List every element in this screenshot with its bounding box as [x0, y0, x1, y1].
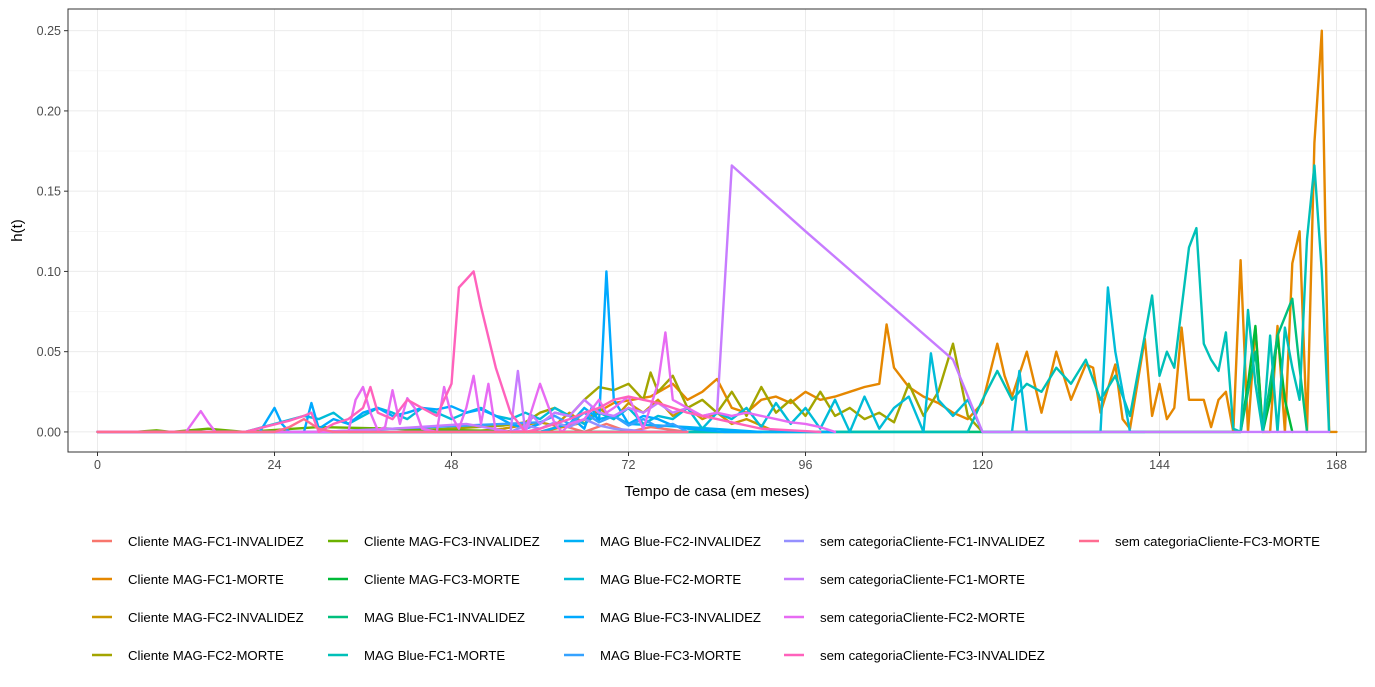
legend-label: Cliente MAG-FC1-INVALIDEZ — [128, 534, 304, 549]
y-axis: 0.00 0.05 0.10 0.15 0.20 0.25 — [37, 24, 68, 439]
series-line-14 — [96, 164, 1331, 434]
legend-label: MAG Blue-FC1-MORTE — [364, 648, 505, 663]
y-tick-label: 0.10 — [37, 265, 61, 279]
grid — [68, 9, 1366, 452]
legend-label: Cliente MAG-FC3-MORTE — [364, 572, 520, 587]
y-tick-label: 0.25 — [37, 24, 61, 38]
legend-label: sem categoriaCliente-FC1-MORTE — [820, 572, 1025, 587]
y-tick-label: 0.05 — [37, 345, 61, 359]
panel-border — [67, 8, 1367, 453]
legend-label: MAG Blue-FC1-INVALIDEZ — [364, 610, 525, 625]
series-line-16 — [96, 270, 822, 434]
y-tick-label: 0.20 — [37, 104, 61, 118]
legend-label: MAG Blue-FC2-INVALIDEZ — [600, 534, 761, 549]
legend-label: MAG Blue-FC3-MORTE — [600, 648, 741, 663]
legend-label: sem categoriaCliente-FC1-INVALIDEZ — [820, 534, 1045, 549]
series-line-17 — [96, 417, 689, 434]
x-tick-label: 48 — [445, 458, 459, 472]
legend-label: MAG Blue-FC3-INVALIDEZ — [600, 610, 761, 625]
x-tick-label: 120 — [972, 458, 993, 472]
x-tick-label: 144 — [1149, 458, 1170, 472]
x-tick-label: 72 — [622, 458, 636, 472]
series-lines — [96, 29, 1338, 434]
x-tick-label: 0 — [94, 458, 101, 472]
x-tick-label: 96 — [799, 458, 813, 472]
legend-label: sem categoriaCliente-FC2-MORTE — [820, 610, 1025, 625]
series-line-9 — [96, 406, 837, 434]
x-axis-title: Tempo de casa (em meses) — [624, 483, 809, 500]
legend-label: Cliente MAG-FC3-INVALIDEZ — [364, 534, 540, 549]
legend-label: Cliente MAG-FC2-MORTE — [128, 648, 284, 663]
legend: Cliente MAG-FC1-INVALIDEZ Cliente MAG-FC1… — [92, 534, 1320, 663]
legend-label: sem categoriaCliente-FC3-MORTE — [1115, 534, 1320, 549]
series-line-2 — [96, 29, 1338, 434]
x-tick-label: 168 — [1326, 458, 1347, 472]
x-axis: 0 24 48 72 96 120 144 168 — [94, 452, 1347, 472]
y-tick-label: 0.00 — [37, 425, 61, 439]
y-axis-title: h(t) — [9, 219, 26, 242]
x-tick-label: 24 — [268, 458, 282, 472]
series-line-11 — [96, 270, 763, 434]
legend-label: Cliente MAG-FC1-MORTE — [128, 572, 284, 587]
y-tick-label: 0.15 — [37, 185, 61, 199]
legend-label: Cliente MAG-FC2-INVALIDEZ — [128, 610, 304, 625]
legend-label: sem categoriaCliente-FC3-INVALIDEZ — [820, 648, 1045, 663]
series-line-8 — [96, 164, 1331, 434]
legend-label: MAG Blue-FC2-MORTE — [600, 572, 741, 587]
